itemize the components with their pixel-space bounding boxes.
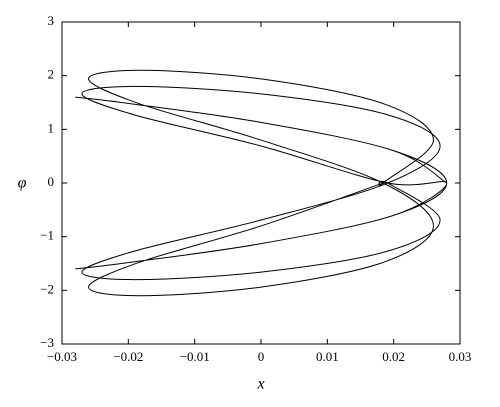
- x-tick-label: −0.03: [47, 349, 77, 364]
- y-tick-label: −3: [40, 335, 54, 350]
- trajectory: [75, 69, 448, 297]
- y-tick-label: 3: [48, 13, 55, 28]
- x-tick-label: −0.02: [113, 349, 143, 364]
- y-tick-label: 1: [48, 120, 55, 135]
- x-tick-label: 0.02: [382, 349, 405, 364]
- y-tick-label: 0: [48, 174, 55, 189]
- y-axis-label: φ: [18, 175, 27, 192]
- x-tick-label: −0.01: [180, 349, 210, 364]
- x-tick-label: 0.01: [316, 349, 339, 364]
- y-tick-label: 2: [48, 67, 55, 82]
- x-tick-label: 0: [258, 349, 265, 364]
- x-tick-label: 0.03: [449, 349, 472, 364]
- x-axis-label: x: [256, 376, 264, 393]
- y-tick-label: −2: [40, 281, 54, 296]
- y-tick-label: −1: [40, 228, 54, 243]
